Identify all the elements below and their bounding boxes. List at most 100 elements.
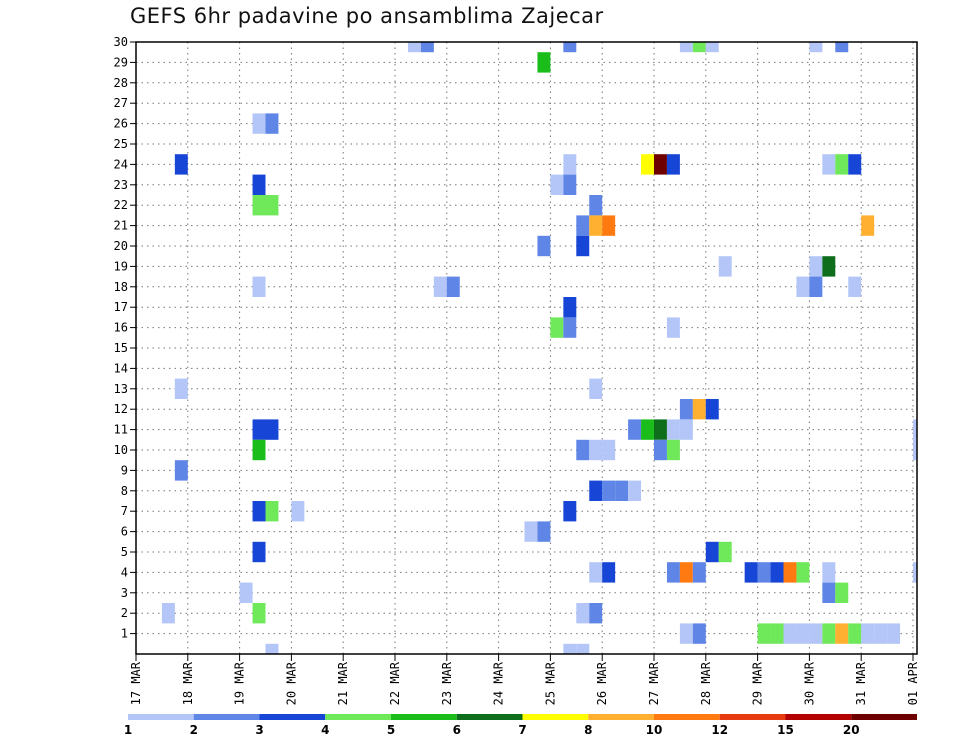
precip-cell xyxy=(252,541,266,563)
precip-cell xyxy=(537,521,551,542)
y-tick-label: 17 xyxy=(114,300,128,314)
colorbar-swatch xyxy=(456,714,523,720)
y-tick-label: 9 xyxy=(121,463,128,477)
precip-cell xyxy=(835,582,849,603)
precip-cell xyxy=(563,317,577,338)
y-tick-label: 20 xyxy=(114,239,128,253)
x-tick-label: 21 MAR xyxy=(336,661,350,705)
precip-cell xyxy=(705,399,719,420)
colorbar-swatch xyxy=(193,714,260,720)
precip-cell xyxy=(602,480,616,501)
y-tick-label: 15 xyxy=(114,341,128,355)
precip-cell xyxy=(848,276,862,297)
y-tick-label: 10 xyxy=(114,443,128,457)
precip-cell xyxy=(913,562,917,583)
y-tick-label: 11 xyxy=(114,423,128,437)
colorbar-label: 7 xyxy=(518,723,526,737)
colorbar-swatch xyxy=(259,714,326,720)
precip-cell xyxy=(576,235,590,257)
precip-cell xyxy=(666,562,680,583)
precip-cell xyxy=(252,419,266,440)
precip-cell xyxy=(705,42,719,53)
precip-cell xyxy=(252,195,266,216)
precip-cell xyxy=(692,399,706,420)
y-tick-label: 23 xyxy=(114,178,128,192)
precip-cell xyxy=(602,215,616,236)
precip-cell xyxy=(757,562,771,583)
precip-cell xyxy=(913,439,917,461)
precip-cell xyxy=(563,154,577,175)
y-tick-label: 14 xyxy=(114,361,128,375)
x-tick-label: 17 MAR xyxy=(129,661,143,705)
y-tick-label: 24 xyxy=(114,157,128,171)
y-tick-label: 2 xyxy=(121,606,128,620)
precip-cell xyxy=(576,215,590,236)
precip-cell xyxy=(563,501,577,522)
colorbar-swatch xyxy=(785,714,852,720)
x-tick-label: 22 MAR xyxy=(388,661,402,705)
precip-cell xyxy=(796,623,810,644)
y-tick-label: 25 xyxy=(114,137,128,151)
precip-cell xyxy=(822,562,836,583)
y-tick-label: 4 xyxy=(121,565,128,579)
precip-cell xyxy=(641,419,654,440)
precip-cell xyxy=(252,174,266,195)
precip-cell xyxy=(252,276,266,297)
y-tick-label: 18 xyxy=(114,280,128,294)
precip-cell xyxy=(809,276,823,297)
colorbar-swatch xyxy=(325,714,391,720)
x-tick-label: 28 MAR xyxy=(699,661,713,705)
precip-cell xyxy=(537,235,551,257)
x-tick-label: 23 MAR xyxy=(440,661,454,705)
y-tick-label: 7 xyxy=(121,504,128,518)
colorbar-label: 20 xyxy=(843,723,860,737)
precip-cell xyxy=(654,154,667,175)
precip-cell xyxy=(835,42,849,53)
precip-cell xyxy=(809,623,823,644)
precip-cell xyxy=(770,562,784,583)
precip-cell xyxy=(861,215,875,236)
precip-cell xyxy=(913,419,917,440)
y-tick-label: 5 xyxy=(121,545,128,559)
precip-cell xyxy=(770,623,784,644)
colorbar-label: 6 xyxy=(453,723,461,737)
precip-cell xyxy=(174,460,188,481)
precip-cell xyxy=(537,52,551,73)
precip-cell xyxy=(783,562,797,583)
precip-cell xyxy=(589,603,603,624)
precip-cell xyxy=(705,541,719,563)
colorbar-swatch xyxy=(391,714,457,720)
precip-cell xyxy=(576,603,590,624)
colorbar-swatch xyxy=(588,714,654,720)
precip-cell xyxy=(602,439,616,461)
x-tick-label: 25 MAR xyxy=(543,661,557,705)
precip-cell xyxy=(265,113,279,134)
precip-cell xyxy=(783,623,797,644)
precip-cell xyxy=(848,154,862,175)
precip-cell xyxy=(666,154,680,175)
y-tick-label: 6 xyxy=(121,525,128,539)
precip-cell xyxy=(835,154,849,175)
colorbar-label: 10 xyxy=(646,723,663,737)
x-tick-label: 30 MAR xyxy=(802,661,816,705)
precip-cell xyxy=(666,317,680,338)
precip-cell xyxy=(602,562,616,583)
y-tick-label: 21 xyxy=(114,219,128,233)
precip-cell xyxy=(291,501,305,522)
y-tick-label: 13 xyxy=(114,382,128,396)
colorbar-label: 5 xyxy=(387,723,395,737)
colorbar-swatch xyxy=(851,714,917,720)
precip-cells xyxy=(161,42,917,654)
y-tick-label: 26 xyxy=(114,117,128,131)
precip-cell xyxy=(589,378,603,399)
precip-cell xyxy=(822,582,836,603)
y-tick-label: 27 xyxy=(114,96,128,110)
y-tick-label: 28 xyxy=(114,76,128,90)
precip-cell xyxy=(550,317,564,338)
precip-cell xyxy=(589,562,603,583)
x-tick-label: 29 MAR xyxy=(751,661,765,705)
precip-cell xyxy=(265,419,279,440)
precip-cell xyxy=(628,419,642,440)
precip-cell xyxy=(679,623,693,644)
